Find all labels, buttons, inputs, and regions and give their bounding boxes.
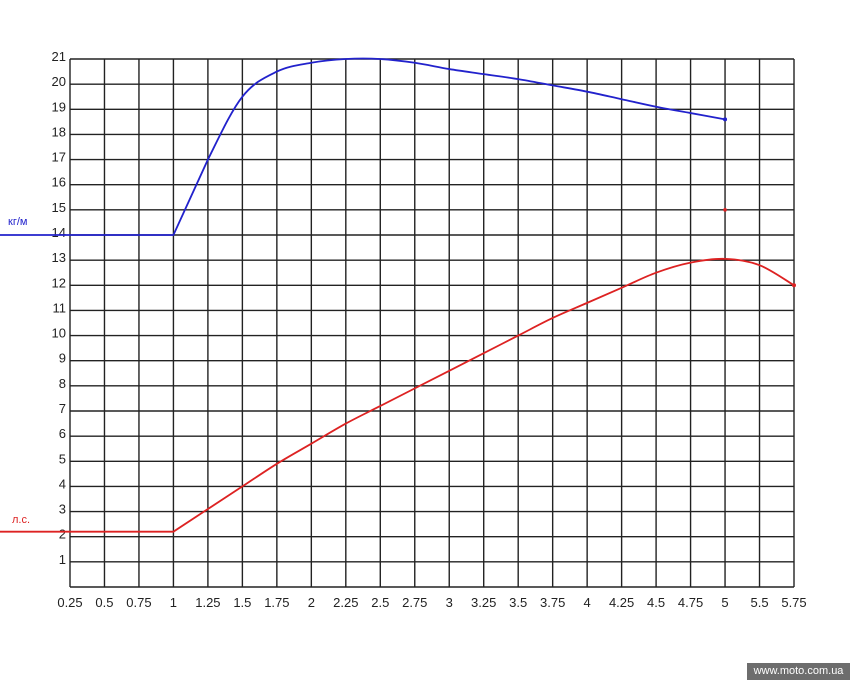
series-label-torque: кг/м: [8, 216, 27, 228]
x-tick-label: 4.5: [647, 595, 665, 610]
y-tick-label: 2: [59, 527, 66, 542]
series-end-point: [723, 117, 728, 122]
x-tick-label: 3.25: [471, 595, 496, 610]
y-tick-label: 8: [59, 376, 66, 391]
x-tick-label: 5.75: [781, 595, 806, 610]
x-tick-label: 0.5: [95, 595, 113, 610]
annotation-point: [723, 208, 727, 212]
y-tick-label: 18: [52, 124, 66, 139]
y-tick-label: 11: [53, 300, 67, 315]
x-tick-label: 4.25: [609, 595, 634, 610]
y-tick-label: 13: [52, 250, 66, 265]
x-axis-tick-labels: 0.25 0.5 0.75 1 1.25 1.5 1.75 2 2.25 2.5 2.75 3 3.25…: [57, 595, 806, 610]
x-tick-label: 2.25: [333, 595, 358, 610]
x-tick-label: 3.5: [509, 595, 527, 610]
x-tick-label: 1.5: [233, 595, 251, 610]
x-tick-label: 4.75: [678, 595, 703, 610]
y-tick-label: 17: [52, 150, 66, 165]
series-label-power: л.с.: [12, 514, 30, 526]
y-tick-label: 16: [52, 175, 66, 190]
y-tick-label: 20: [52, 74, 66, 89]
y-tick-label: 7: [59, 401, 66, 416]
x-tick-label: 2.75: [402, 595, 427, 610]
y-tick-label: 21: [52, 49, 66, 64]
x-tick-label: 1: [170, 595, 177, 610]
y-tick-label: 3: [59, 502, 66, 517]
y-tick-label: 12: [52, 275, 66, 290]
x-tick-label: 5: [721, 595, 728, 610]
series-end-point: [792, 283, 796, 288]
x-tick-label: 0.75: [126, 595, 151, 610]
grid: [69, 58, 795, 588]
y-tick-label: 10: [52, 326, 66, 341]
y-tick-label: 5: [59, 451, 66, 466]
y-tick-label: 6: [59, 426, 66, 441]
y-tick-label: 1: [59, 552, 66, 567]
x-tick-label: 2: [308, 595, 315, 610]
series-line-power: [0, 257, 795, 533]
series-lines: [0, 57, 796, 533]
x-tick-label: 1.25: [195, 595, 220, 610]
y-tick-label: 4: [59, 476, 66, 491]
y-tick-label: 15: [52, 200, 66, 215]
x-tick-label: 5.5: [750, 595, 768, 610]
watermark: www.moto.com.ua: [747, 663, 850, 680]
y-tick-label: 9: [59, 351, 66, 366]
x-tick-label: 4: [584, 595, 591, 610]
series-line-torque: [0, 57, 726, 236]
y-tick-label: 14: [52, 225, 66, 240]
y-tick-label: 19: [52, 99, 66, 114]
x-tick-label: 0.25: [57, 595, 82, 610]
x-tick-label: 3: [446, 595, 453, 610]
x-tick-label: 1.75: [264, 595, 289, 610]
x-tick-label: 2.5: [371, 595, 389, 610]
x-tick-label: 3.75: [540, 595, 565, 610]
